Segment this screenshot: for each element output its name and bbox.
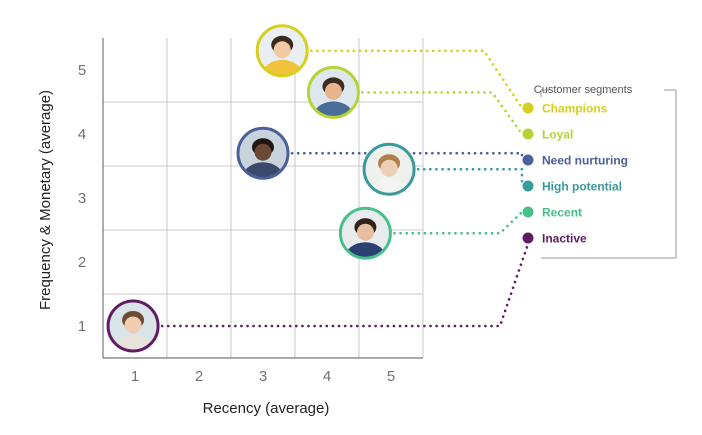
avatar-face [124, 316, 142, 334]
avatar-torso [112, 335, 155, 351]
plot-axes [102, 38, 423, 359]
legend-marker [522, 128, 534, 140]
avatar-photo [257, 25, 308, 76]
avatar-face [380, 159, 398, 177]
avatar-torso [368, 178, 411, 195]
segment-avatar [236, 126, 290, 180]
y-tick-label: 1 [78, 318, 86, 335]
legend-marker [522, 154, 534, 166]
legend-marker [522, 102, 534, 114]
legend-marker [522, 206, 534, 218]
segment-avatar [362, 142, 416, 196]
avatar-face [356, 223, 374, 241]
avatar-ring [255, 24, 309, 78]
legend-items: Champions Loyal Need nurturing High potenti… [522, 102, 628, 246]
x-tick-label: 3 [259, 368, 267, 385]
connector-line [416, 167, 524, 188]
legend-frame [540, 89, 677, 259]
y-tick-label: 3 [78, 190, 86, 207]
avatar-ring [106, 299, 160, 353]
avatar-ring [362, 142, 416, 196]
avatar-ring [338, 206, 392, 260]
legend-title: Customer segments [534, 84, 633, 96]
connector-line [309, 49, 524, 110]
avatar-photo [108, 301, 159, 351]
y-axis-title: Frequency & Monetary (average) [37, 90, 54, 310]
avatar-ring [306, 65, 360, 119]
legend-label: Loyal [542, 128, 573, 142]
y-tick-label: 4 [78, 126, 86, 143]
avatar-face [273, 41, 291, 59]
x-tick-label: 4 [323, 368, 331, 385]
legend-label: Champions [542, 102, 608, 116]
legend-marker [522, 232, 534, 244]
segment-avatar [306, 65, 360, 119]
y-tick-label: 5 [78, 62, 86, 79]
avatar-torso [344, 242, 387, 259]
avatar-face [254, 143, 272, 161]
x-tick-label: 2 [195, 368, 203, 385]
x-axis-title: Recency (average) [203, 400, 330, 417]
legend-label: High potential [542, 180, 622, 194]
avatar-photo [238, 128, 288, 179]
avatar-photo [340, 208, 391, 259]
avatar-torso [261, 59, 304, 76]
segment-avatar [255, 24, 309, 78]
legend-label: Inactive [542, 232, 587, 246]
y-tick-label: 2 [78, 254, 86, 271]
legend-label: Recent [542, 206, 582, 220]
segment-avatars [106, 24, 416, 353]
avatar-photo [364, 144, 415, 195]
avatar-face [324, 82, 342, 100]
connector-line [160, 242, 530, 328]
avatar-photo [308, 67, 359, 118]
connector-lines [160, 49, 530, 328]
segment-avatar [338, 206, 392, 260]
x-tick-label: 1 [131, 368, 139, 385]
x-tick-label: 5 [387, 368, 395, 385]
avatar-torso [242, 162, 284, 179]
legend-label: Need nurturing [542, 154, 628, 168]
legend-marker [522, 180, 534, 192]
segment-avatar [106, 299, 160, 353]
avatar-ring [236, 126, 290, 180]
tick-labels: 1 2 3 4 5 1 2 3 4 5 [78, 62, 395, 385]
connector-line [361, 91, 524, 136]
avatar-torso [312, 101, 355, 118]
